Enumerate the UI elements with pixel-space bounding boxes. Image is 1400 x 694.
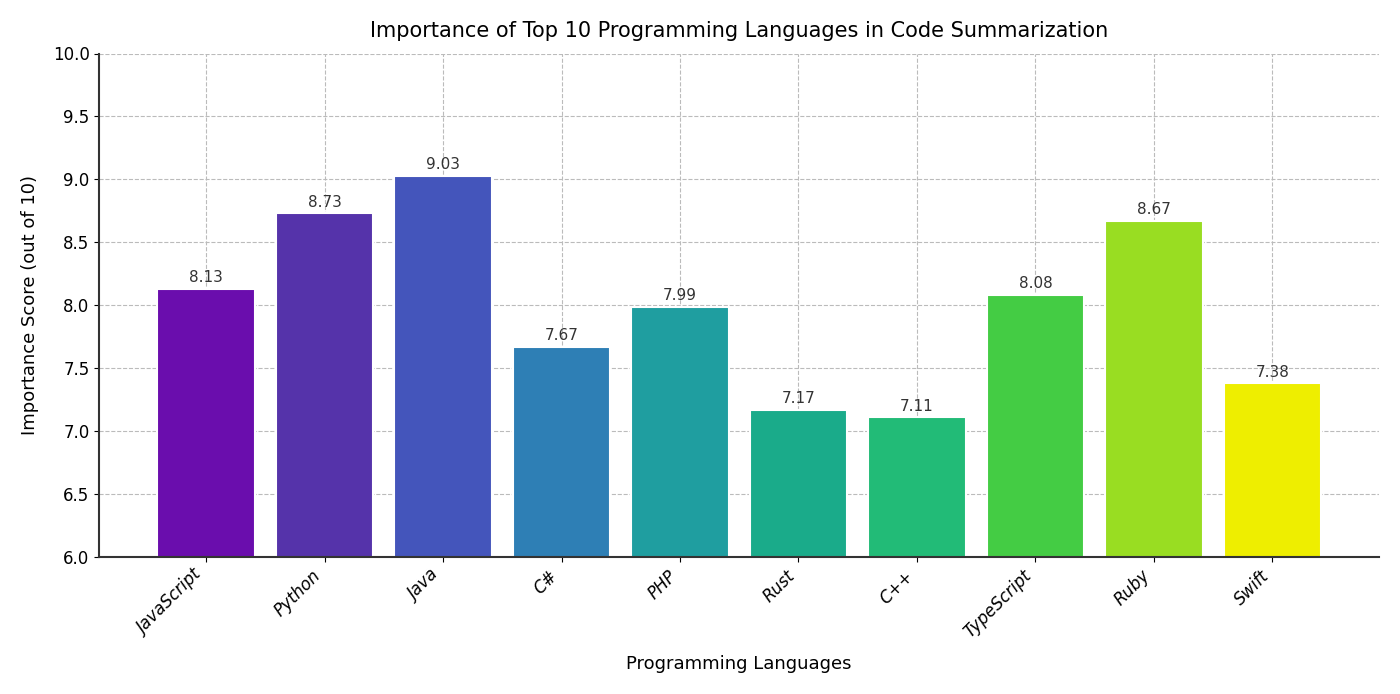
Title: Importance of Top 10 Programming Languages in Code Summarization: Importance of Top 10 Programming Languag…: [370, 21, 1109, 41]
Bar: [987, 295, 1084, 694]
Bar: [157, 289, 255, 694]
Text: 7.67: 7.67: [545, 328, 578, 343]
Text: 7.11: 7.11: [900, 398, 934, 414]
Bar: [1106, 221, 1203, 694]
Text: 8.67: 8.67: [1137, 202, 1170, 217]
Bar: [750, 409, 847, 694]
Text: 8.13: 8.13: [189, 270, 223, 285]
Text: 8.73: 8.73: [308, 194, 342, 210]
Y-axis label: Importance Score (out of 10): Importance Score (out of 10): [21, 176, 39, 435]
Text: 7.99: 7.99: [664, 288, 697, 303]
Bar: [631, 307, 728, 694]
Bar: [512, 347, 610, 694]
Text: 8.08: 8.08: [1019, 276, 1053, 291]
Bar: [276, 213, 374, 694]
Bar: [395, 176, 491, 694]
Text: 9.03: 9.03: [426, 157, 461, 172]
X-axis label: Programming Languages: Programming Languages: [626, 655, 853, 673]
Text: 7.17: 7.17: [781, 391, 815, 406]
Bar: [868, 417, 966, 694]
Text: 7.38: 7.38: [1256, 364, 1289, 380]
Bar: [1224, 383, 1322, 694]
